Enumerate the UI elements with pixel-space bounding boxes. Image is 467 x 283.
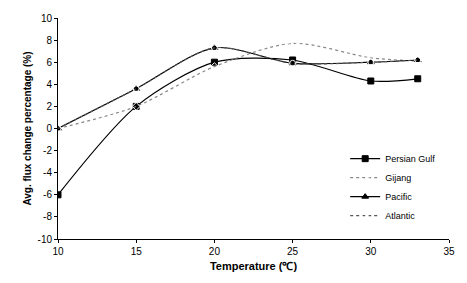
svg-text:Avg. flux change percentage (%: Avg. flux change percentage (%) [22,51,33,205]
svg-text:Gijang: Gijang [385,173,411,183]
svg-text:Temperature (℃): Temperature (℃) [210,260,298,272]
svg-text:8: 8 [46,35,52,46]
svg-text:Persian Gulf: Persian Gulf [385,154,435,164]
svg-text:6: 6 [46,57,52,68]
svg-text:4: 4 [46,79,52,90]
svg-text:20: 20 [209,246,221,257]
svg-text:30: 30 [365,246,377,257]
svg-text:-6: -6 [43,189,52,200]
svg-text:35: 35 [443,246,455,257]
svg-text:0: 0 [46,123,52,134]
svg-text:-10: -10 [38,234,53,245]
svg-text:Pacific: Pacific [385,192,412,202]
svg-text:10: 10 [52,246,64,257]
svg-text:-2: -2 [43,145,52,156]
svg-text:Atlantic: Atlantic [385,211,415,221]
svg-text:-4: -4 [43,167,52,178]
svg-text:25: 25 [287,246,299,257]
svg-text:15: 15 [131,246,143,257]
svg-text:2: 2 [46,101,52,112]
svg-text:-8: -8 [43,211,52,222]
svg-text:10: 10 [41,13,53,24]
